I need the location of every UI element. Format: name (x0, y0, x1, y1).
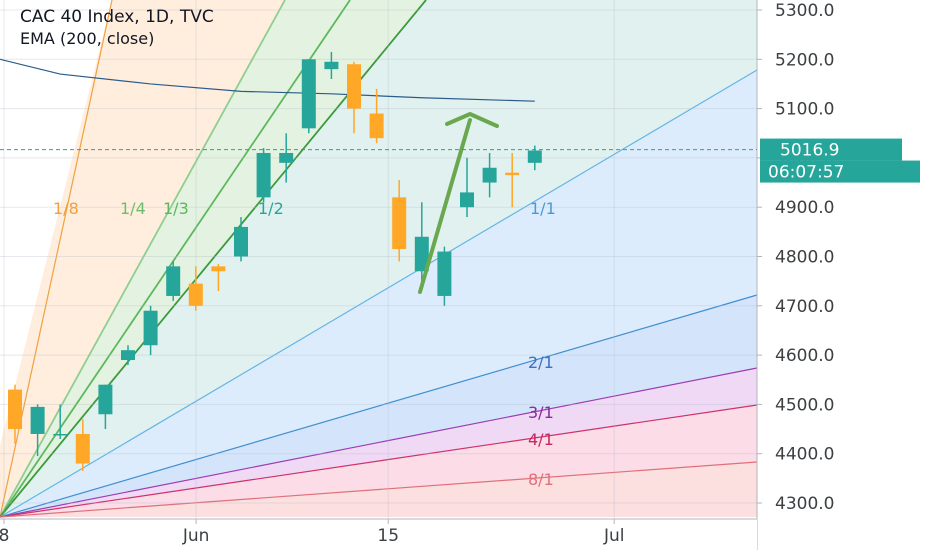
fan-label: 4/1 (528, 430, 554, 449)
arrow-drawing (418, 112, 499, 294)
last-price-marker: 5016.906:07:57 (0, 138, 920, 183)
fan-label: 3/1 (528, 403, 554, 422)
fan-ray (0, 0, 286, 518)
fan-zone (0, 0, 757, 517)
countdown-tag (760, 160, 920, 183)
candle-body (211, 266, 226, 272)
candle-body (188, 283, 203, 306)
candle-body (279, 152, 294, 163)
candle-body (301, 59, 316, 129)
price-tick-label: 4600.0 (775, 346, 834, 366)
price-tick-label: 4900.0 (775, 198, 834, 218)
candle-body (256, 152, 271, 198)
fan-ray (0, 461, 758, 518)
ema-line-group (0, 58, 535, 102)
candle-body (98, 384, 113, 415)
fan-ray (0, 69, 758, 518)
ema-line (0, 58, 535, 102)
indicator-title[interactable]: EMA (200, close) (20, 29, 155, 48)
price-tick-label: 5200.0 (775, 50, 834, 70)
gann-fan (0, 0, 758, 518)
symbol-title[interactable]: CAC 40 Index, 1D, TVC (20, 7, 214, 27)
candle-body (437, 251, 452, 296)
time-tick-label: 15 (377, 526, 399, 546)
price-tick-label: 5300.0 (775, 1, 834, 21)
last-price-label: 5016.9 (780, 141, 839, 161)
fan-label: 8/1 (528, 470, 554, 489)
grid (0, 0, 757, 519)
candle-body (460, 192, 474, 208)
price-tick-label: 5100.0 (775, 100, 834, 120)
time-tick-label: Jun (182, 526, 210, 546)
time-tick-label: 8 (0, 526, 9, 546)
price-tick-label: 4800.0 (775, 248, 834, 268)
price-tick-label: 4500.0 (775, 395, 834, 415)
fan-label: 1/2 (258, 199, 284, 218)
fan-ray (0, 404, 758, 518)
candle-body (369, 113, 384, 139)
candle-body (347, 64, 361, 109)
fan-label: 2/1 (528, 353, 554, 372)
time-tick-label: Jul (603, 526, 625, 546)
last-price-tag (760, 138, 902, 161)
candles (8, 51, 542, 471)
fan-ray (0, 0, 113, 518)
time-axis[interactable]: 8 Jun 15 Jul (0, 518, 757, 550)
candle-body (121, 350, 135, 361)
candle-body (53, 433, 68, 436)
gann-fan-labels: 1/8 1/4 1/3 1/2 1/1 2/1 3/1 4/1 8/1 (53, 199, 556, 489)
candle-body (527, 150, 542, 163)
price-tick-label: 4300.0 (775, 494, 834, 514)
fan-label: 1/4 (120, 199, 146, 218)
candle-body (166, 266, 181, 296)
fan-ray (0, 367, 758, 518)
chart-legend: CAC 40 Index, 1D, TVC EMA (200, close) (20, 6, 214, 50)
candle-body (234, 226, 248, 257)
candle-body (75, 433, 90, 464)
candle-body (143, 310, 158, 346)
candle-body (482, 167, 497, 183)
fan-label: 1/3 (163, 199, 189, 218)
candle-body (324, 61, 339, 70)
fan-ray (0, 0, 351, 518)
candle-body (505, 172, 520, 176)
price-axis-bg (757, 0, 932, 550)
arrow-head (445, 112, 499, 128)
price-tick-label: 4700.0 (775, 297, 834, 317)
countdown-label: 06:07:57 (768, 163, 844, 183)
candle-body (30, 406, 45, 434)
fan-ray (0, 294, 758, 518)
fan-label: 1/8 (53, 199, 79, 218)
candle-body (392, 197, 407, 250)
time-axis-bg (0, 519, 757, 550)
arrow-shaft (418, 118, 472, 294)
fan-label: 1/1 (530, 199, 556, 218)
candle-body (414, 236, 429, 272)
price-tick-label: 4400.0 (775, 445, 834, 465)
candle-body (8, 389, 22, 430)
